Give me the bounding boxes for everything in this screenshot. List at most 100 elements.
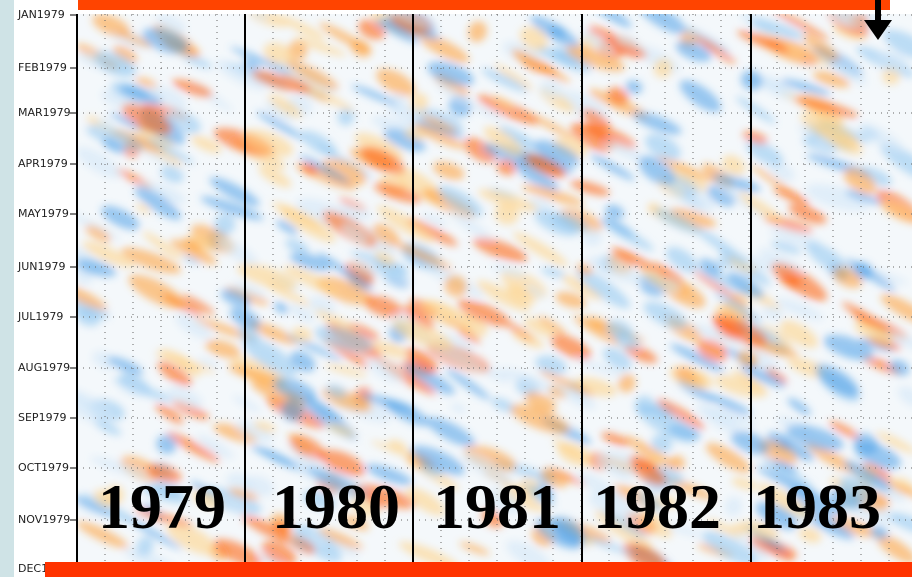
blob <box>638 14 687 34</box>
blob <box>300 130 338 157</box>
month-label: MAR1979 <box>18 106 71 119</box>
blob <box>307 85 354 112</box>
month-label: APR1979 <box>18 157 68 170</box>
blob <box>876 534 912 562</box>
blob <box>107 356 144 375</box>
blob <box>556 382 596 410</box>
blob <box>154 352 216 373</box>
blob <box>722 155 746 176</box>
blob <box>750 18 804 40</box>
blob <box>601 432 630 447</box>
blob <box>830 516 877 538</box>
blob <box>139 181 186 205</box>
blob <box>372 341 409 358</box>
blob <box>746 543 770 561</box>
blob <box>636 404 696 443</box>
blob <box>774 460 798 474</box>
month-label: NOV1979 <box>18 513 70 526</box>
blob <box>581 108 611 130</box>
blob <box>457 299 511 327</box>
blob <box>775 298 824 321</box>
blob <box>156 435 177 454</box>
blob <box>622 542 667 562</box>
blob <box>175 313 212 340</box>
blob <box>602 347 632 371</box>
blob <box>738 192 784 224</box>
blob <box>166 386 203 409</box>
blob <box>483 126 524 157</box>
blob <box>832 25 866 42</box>
blob <box>214 213 236 235</box>
blob <box>595 458 632 482</box>
blob <box>284 265 341 296</box>
blob <box>77 209 121 241</box>
blob <box>525 284 545 298</box>
blob <box>155 14 187 34</box>
blob <box>570 180 610 196</box>
blob <box>314 470 368 500</box>
blob <box>758 248 803 273</box>
blob <box>200 196 264 221</box>
blob <box>587 256 646 285</box>
blob <box>576 268 631 309</box>
blob <box>233 281 266 298</box>
blob <box>573 315 622 346</box>
blob <box>636 509 673 538</box>
blob <box>540 468 569 488</box>
blob <box>121 103 172 135</box>
blob <box>263 42 295 67</box>
blob <box>670 343 725 373</box>
blob <box>780 78 831 96</box>
blob <box>844 460 892 492</box>
blob <box>853 432 879 454</box>
blob <box>405 487 446 516</box>
blob <box>77 494 114 517</box>
month-label: OCT1979 <box>18 461 69 474</box>
blob <box>155 403 184 425</box>
blob <box>130 141 187 175</box>
blob <box>880 200 912 223</box>
blob <box>539 370 595 397</box>
blob <box>696 403 740 434</box>
blob <box>587 26 621 44</box>
blob <box>244 476 274 497</box>
blob <box>216 237 258 266</box>
blob <box>242 129 294 157</box>
blob <box>351 84 398 106</box>
blob <box>880 143 912 183</box>
blob <box>77 521 129 549</box>
blob <box>590 154 635 181</box>
blob <box>611 247 655 271</box>
blob <box>778 438 814 462</box>
blob <box>113 45 138 64</box>
blob <box>843 168 877 195</box>
blob <box>380 14 432 29</box>
month-label: MAY1979 <box>18 207 69 220</box>
blob <box>77 390 103 423</box>
blob <box>712 174 761 192</box>
blob <box>360 146 406 175</box>
blob <box>828 420 860 439</box>
month-label: JUN1979 <box>17 260 66 273</box>
blob <box>141 485 189 504</box>
blob <box>739 520 780 539</box>
month-label: FEB1979 <box>18 61 67 74</box>
blob <box>675 40 712 62</box>
blob <box>636 492 664 512</box>
blob <box>890 512 912 534</box>
blob <box>273 302 289 314</box>
blob <box>605 204 625 219</box>
blob <box>798 527 822 543</box>
blob <box>77 293 110 319</box>
blob <box>118 383 147 397</box>
blob <box>880 294 912 326</box>
blob <box>289 252 332 271</box>
blob <box>123 547 177 562</box>
blob <box>261 540 297 562</box>
blob <box>325 384 347 399</box>
blob <box>838 346 873 361</box>
blob <box>273 377 317 402</box>
blob <box>487 488 523 514</box>
blob <box>420 300 459 324</box>
blob <box>294 37 347 57</box>
